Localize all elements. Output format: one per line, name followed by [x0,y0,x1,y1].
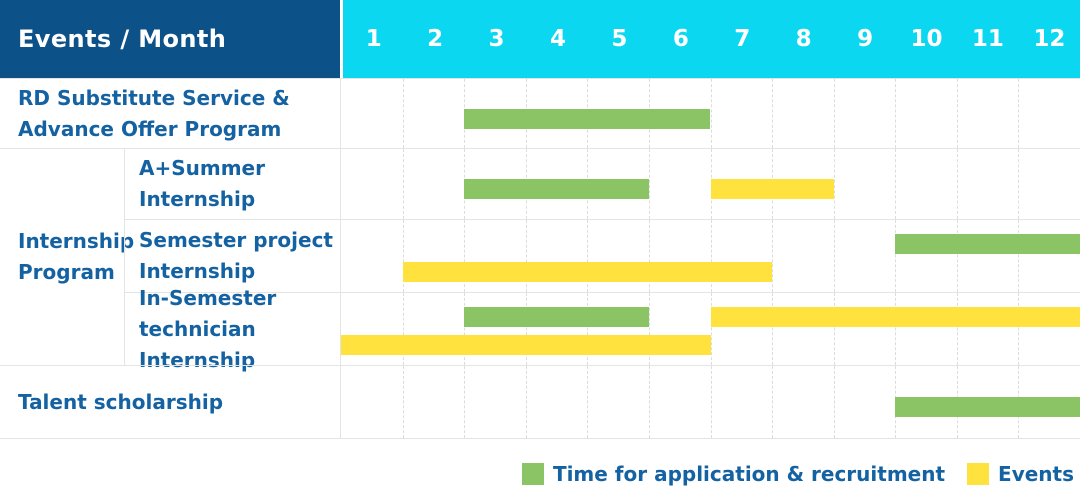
legend-item-events: Events [967,462,1074,486]
month-header-6: 6 [672,26,689,52]
gantt-row-a-plus-summer [340,148,1080,219]
row-label-a-plus-summer: A+Summer Internship [124,148,340,219]
month-header-5: 5 [611,26,628,52]
legend-label-events: Events [998,462,1074,486]
row-label-talent-scholarship: Talent scholarship [0,365,340,438]
gantt-bar-application [464,306,649,327]
month-header-9: 9 [857,26,874,52]
gantt-row-rd-substitute [340,78,1080,148]
month-gridline [710,79,712,148]
application-swatch-icon [521,463,544,485]
gantt-row-talent-scholarship [340,365,1080,438]
month-gridline [772,220,774,292]
month-gridline [648,149,650,219]
event-swatch-icon [967,463,990,485]
month-gridline [772,293,774,365]
month-gridline [402,220,404,292]
month-gridline [1018,79,1020,148]
month-gridline [895,149,897,219]
gantt-row-in-semester-technician [340,292,1080,365]
month-gridline [833,366,835,438]
month-header-10: 10 [910,26,943,52]
gantt-bar-application [895,233,1080,254]
month-gridline [1018,293,1020,365]
month-gridline [772,366,774,438]
month-gridline [587,293,589,365]
month-gridline [710,366,712,438]
month-gridline [833,149,835,219]
gantt-bar-application [464,179,649,200]
month-gridline [710,293,712,365]
table-header-title: Events / Month [0,0,340,78]
row-label-in-semester-technician: In-Semester technician Internship [124,286,340,372]
gantt-bar-event [710,179,834,200]
gantt-row-semester-project [340,219,1080,292]
month-header-12: 12 [1033,26,1066,52]
month-gridline [956,220,958,292]
row-group-internship-program: Internship Program [0,148,134,365]
gantt-bar-event [402,261,773,282]
month-header-2: 2 [427,26,444,52]
month-gridline [956,79,958,148]
month-gridline [648,293,650,365]
gantt-bar-application [895,396,1080,417]
month-gridline [464,366,466,438]
legend-label-application: Time for application & recruitment [552,462,946,486]
month-header-4: 4 [549,26,566,52]
month-gridline [710,220,712,292]
month-header-7: 7 [734,26,751,52]
month-gridline [402,79,404,148]
month-gridline [464,293,466,365]
month-gridline [402,366,404,438]
group-label: Internship Program [18,229,135,284]
month-gridline [587,220,589,292]
legend-item-application: Time for application & recruitment [521,462,946,486]
month-header-11: 11 [971,26,1004,52]
month-header-1: 1 [365,26,382,52]
month-gridline [956,293,958,365]
month-gridline [587,366,589,438]
month-gridline [895,79,897,148]
month-gridline [956,149,958,219]
month-gridline [772,79,774,148]
month-gridline [648,220,650,292]
month-header-3: 3 [488,26,505,52]
month-gridline [895,220,897,292]
month-gridline [402,149,404,219]
month-gridline [833,79,835,148]
gantt-bar-application [464,108,711,129]
month-gridline [1018,149,1020,219]
month-gridline [648,366,650,438]
month-gridline [525,366,527,438]
row-label-rd-substitute: RD Substitute Service & Advance Offer Pr… [0,78,340,148]
month-gridline [525,220,527,292]
month-gridline [833,220,835,292]
gantt-bar-event [341,334,711,355]
month-gridline [464,220,466,292]
events-month-table: Events / Month 1 2 3 4 5 6 7 8 9 10 11 1… [0,0,1080,439]
month-gridline [833,293,835,365]
month-header-row: 1 2 3 4 5 6 7 8 9 10 11 12 [340,0,1080,78]
month-gridline [402,293,404,365]
gantt-bar-event [710,306,1080,327]
row-label-semester-project: Semester project Internship [124,219,340,292]
month-gridline [525,293,527,365]
legend: Time for application & recruitment Event… [0,462,1080,486]
month-gridline [895,293,897,365]
month-gridline [1018,220,1020,292]
month-header-8: 8 [795,26,812,52]
